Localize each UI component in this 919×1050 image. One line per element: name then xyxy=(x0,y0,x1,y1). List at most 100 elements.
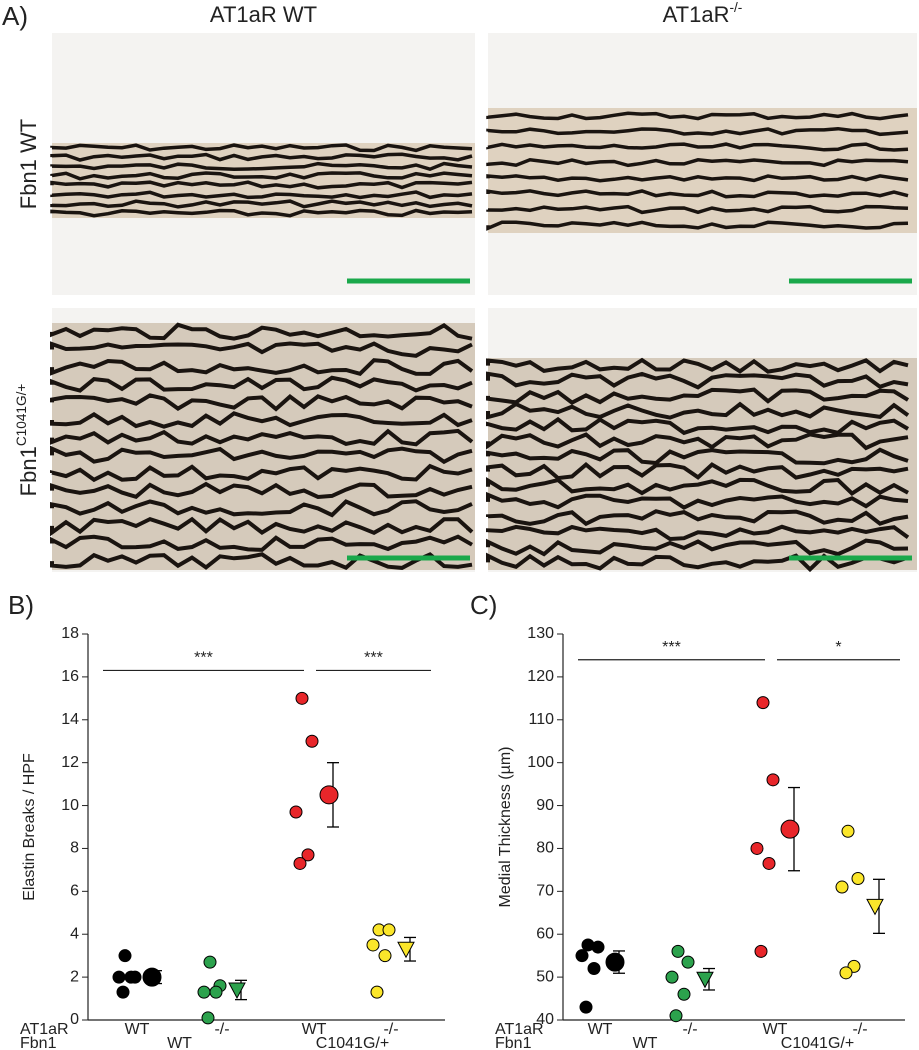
column-header: AT1aR WT xyxy=(210,2,317,27)
y-tick-label: 40 xyxy=(536,1011,554,1028)
row-header-base: Fbn1 xyxy=(16,446,41,496)
data-point xyxy=(370,985,384,999)
data-point xyxy=(766,773,780,787)
data-point xyxy=(301,848,315,862)
elastin-fiber xyxy=(50,499,473,518)
elastin-fiber xyxy=(50,180,473,190)
x-tick-label: -/- xyxy=(214,1021,229,1038)
y-tick-label: 120 xyxy=(527,668,554,685)
data-point xyxy=(669,1009,683,1023)
elastin-fiber xyxy=(486,220,909,231)
elastin-fiber xyxy=(486,142,909,152)
elastin-fiber xyxy=(486,447,909,466)
elastin-fiber xyxy=(486,357,909,374)
data-point xyxy=(118,949,132,963)
elastin-fiber xyxy=(486,524,910,542)
column-header: AT1aR-/- xyxy=(663,0,743,27)
y-tick-label: 50 xyxy=(536,968,554,985)
significance-label: *** xyxy=(194,650,213,667)
mean-marker xyxy=(319,785,339,805)
mean-marker xyxy=(780,819,800,839)
significance-label: *** xyxy=(662,639,681,656)
elastin-fiber xyxy=(486,387,910,405)
elastin-fiber xyxy=(486,401,910,420)
data-point xyxy=(841,824,855,838)
elastin-fiber xyxy=(486,538,909,557)
elastin-fiber xyxy=(486,189,909,199)
elastin-fiber xyxy=(486,477,909,497)
x-tick-label: WT xyxy=(763,1021,788,1038)
y-tick-label: 16 xyxy=(61,668,79,685)
data-point xyxy=(305,734,319,748)
mean-marker xyxy=(228,982,246,1000)
elastin-fiber xyxy=(486,461,909,481)
elastin-fiber xyxy=(50,190,473,200)
y-axis-label: Elastin Breaks / HPF xyxy=(21,753,38,901)
elastin-fiber xyxy=(50,516,474,537)
x-tick-label: -/- xyxy=(383,1021,398,1038)
data-point xyxy=(839,966,853,980)
data-point xyxy=(203,955,217,969)
data-point xyxy=(762,856,776,870)
y-tick-label: 2 xyxy=(70,968,79,985)
data-point xyxy=(754,944,768,958)
data-point xyxy=(124,970,138,984)
elastin-fiber xyxy=(50,411,473,429)
data-point xyxy=(382,923,396,937)
y-axis-label: Medial Thickness (µm) xyxy=(497,747,514,908)
column-header-sup: -/- xyxy=(729,0,742,15)
elastin-fiber xyxy=(486,111,909,121)
mean-marker xyxy=(696,971,714,989)
elastin-fiber xyxy=(486,432,909,451)
data-point xyxy=(295,691,309,705)
elastin-fiber xyxy=(50,534,473,552)
significance-label: *** xyxy=(364,650,383,667)
y-tick-label: 90 xyxy=(536,797,554,814)
mean-marker xyxy=(605,952,625,972)
y-tick-label: 60 xyxy=(536,925,554,942)
y-tick-label: 10 xyxy=(61,797,79,814)
fbn1-label: C1041G/+ xyxy=(781,1035,854,1050)
data-point xyxy=(591,940,605,954)
elastin-fiber xyxy=(486,174,909,183)
row-label: AT1aR xyxy=(20,1021,69,1038)
elastin-fiber xyxy=(50,393,473,412)
mean-marker xyxy=(866,898,884,916)
micrograph xyxy=(486,308,917,573)
data-point xyxy=(197,985,211,999)
elastin-fiber xyxy=(50,358,474,377)
data-point xyxy=(665,970,679,984)
data-point xyxy=(366,938,380,952)
panel-label: B) xyxy=(8,590,34,620)
y-tick-label: 12 xyxy=(61,754,79,771)
mean-marker xyxy=(397,941,415,959)
column-header-base: AT1aR xyxy=(663,2,730,27)
y-tick-label: 18 xyxy=(61,625,79,642)
data-point xyxy=(681,955,695,969)
data-point xyxy=(293,856,307,870)
elastin-fiber xyxy=(50,375,473,393)
y-tick-label: 100 xyxy=(527,754,554,771)
y-tick-label: 110 xyxy=(528,711,554,728)
elastin-fiber xyxy=(486,204,909,215)
data-point xyxy=(587,962,601,976)
row-header: Fbn1 WT xyxy=(16,119,41,209)
elastin-fiber xyxy=(50,208,473,218)
elastin-fiber xyxy=(486,126,909,137)
elastin-fiber xyxy=(486,158,909,168)
data-point xyxy=(112,970,126,984)
tissue xyxy=(488,108,917,233)
panel-label: A) xyxy=(2,1,28,31)
mean-marker xyxy=(142,967,162,987)
elastin-fiber xyxy=(50,445,473,465)
data-point xyxy=(289,805,303,819)
elastin-fiber xyxy=(50,171,473,181)
x-tick-label: WT xyxy=(302,1021,327,1038)
row-header-sup: C1041G/+ xyxy=(14,384,29,447)
data-point xyxy=(750,841,764,855)
data-point xyxy=(756,696,770,710)
x-tick-label: -/- xyxy=(682,1021,697,1038)
y-tick-label: 8 xyxy=(70,840,79,857)
y-tick-label: 14 xyxy=(61,711,79,728)
